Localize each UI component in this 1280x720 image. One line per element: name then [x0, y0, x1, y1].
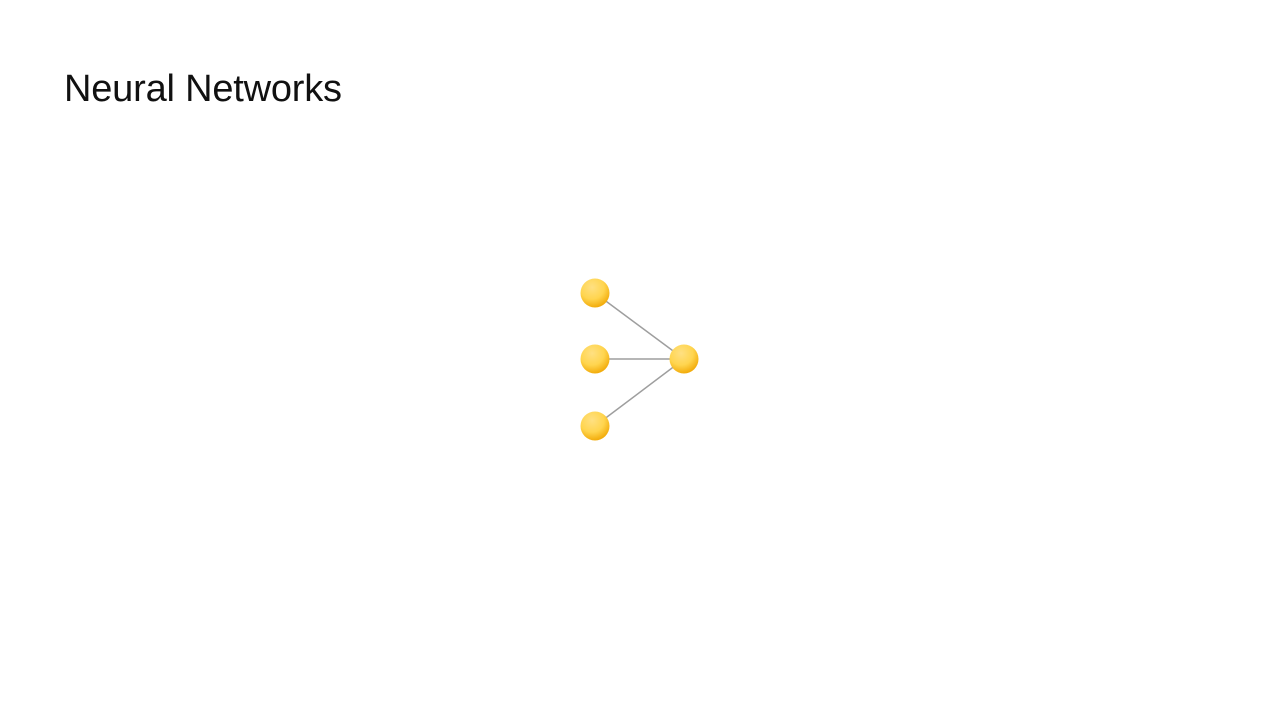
edge-input-1-to-output [594, 292, 685, 360]
slide-title: Neural Networks [64, 68, 342, 110]
input-node-3 [580, 411, 610, 441]
input-node-2 [580, 344, 610, 374]
edge-input-3-to-output [594, 358, 685, 427]
input-node-1 [580, 278, 610, 308]
output-layer [669, 344, 699, 374]
output-node [669, 344, 699, 374]
input-layer [580, 278, 610, 441]
edges [594, 292, 685, 427]
